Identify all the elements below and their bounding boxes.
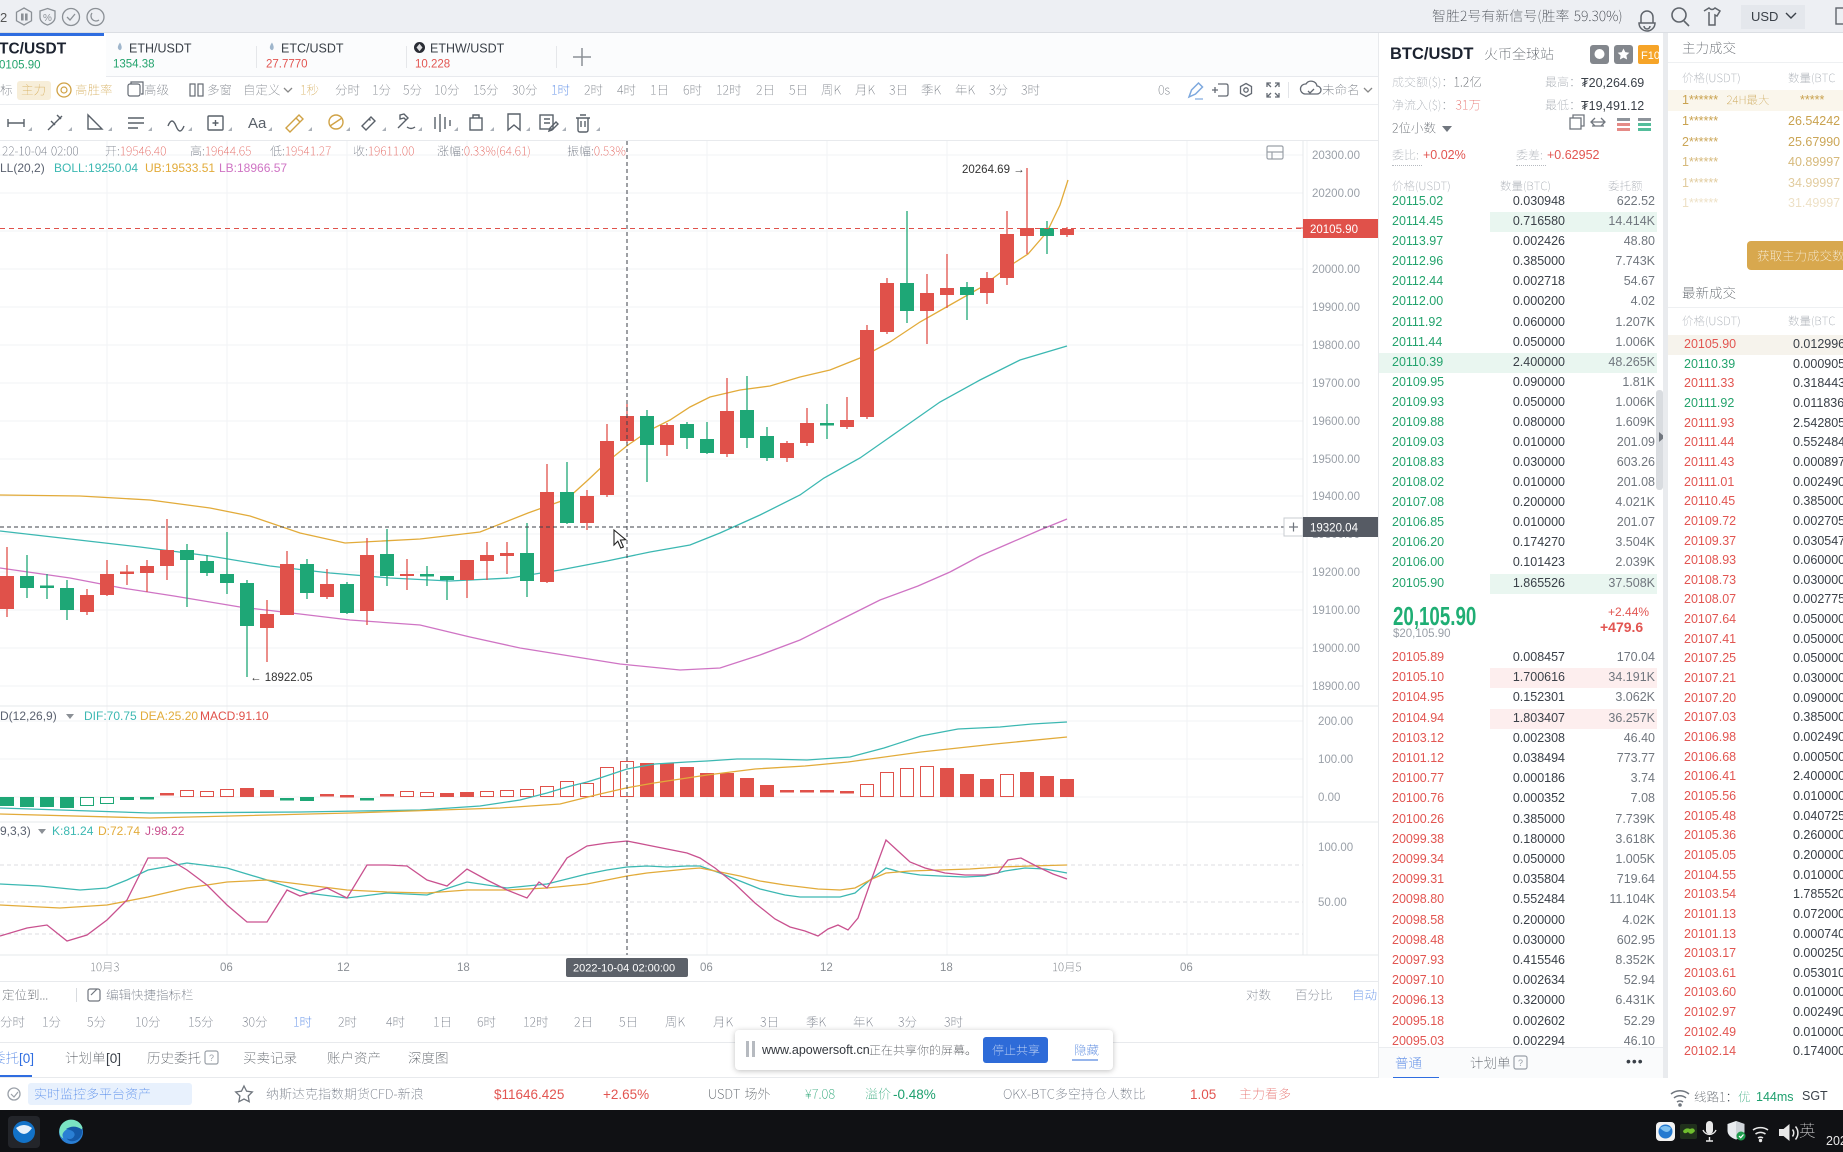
svg-text:2022-10-04 02:00:00: 2022-10-04 02:00:00 xyxy=(573,963,675,975)
svg-text:DEA:25.20: DEA:25.20 xyxy=(140,709,198,723)
svg-text:BOLL:19250.04: BOLL:19250.04 xyxy=(54,161,138,175)
svg-text:19900.00: 19900.00 xyxy=(1312,302,1360,314)
svg-text:18: 18 xyxy=(457,962,470,974)
svg-text:06: 06 xyxy=(220,962,233,974)
svg-text:DIF:70.75: DIF:70.75 xyxy=(84,709,137,723)
svg-text:D(12,26,9): D(12,26,9) xyxy=(0,709,57,723)
svg-text:19100.00: 19100.00 xyxy=(1312,605,1360,617)
svg-text:19500.00: 19500.00 xyxy=(1312,454,1360,466)
svg-text:200.00: 200.00 xyxy=(1318,716,1353,728)
svg-text:19200.00: 19200.00 xyxy=(1312,567,1360,579)
svg-text:06: 06 xyxy=(1180,962,1193,974)
svg-text:D:72.74: D:72.74 xyxy=(98,824,140,838)
svg-text:UB:19533.51: UB:19533.51 xyxy=(145,161,215,175)
svg-text:← 18922.05: ← 18922.05 xyxy=(250,672,313,684)
svg-text:9,3,3): 9,3,3) xyxy=(0,824,31,838)
svg-text:19320.04: 19320.04 xyxy=(1310,523,1359,535)
svg-text:K:81.24: K:81.24 xyxy=(52,824,94,838)
svg-text:19800.00: 19800.00 xyxy=(1312,340,1360,352)
svg-text:20200.00: 20200.00 xyxy=(1312,188,1360,200)
svg-text:12: 12 xyxy=(820,962,833,974)
svg-text:18900.00: 18900.00 xyxy=(1312,681,1360,693)
svg-text:18: 18 xyxy=(940,962,953,974)
svg-text:LB:18966.57: LB:18966.57 xyxy=(219,161,287,175)
svg-text:12: 12 xyxy=(337,962,350,974)
svg-text:LL(20,2): LL(20,2) xyxy=(0,161,45,175)
svg-text:100.00: 100.00 xyxy=(1318,842,1353,854)
svg-text:20000.00: 20000.00 xyxy=(1312,264,1360,276)
svg-text:0.00: 0.00 xyxy=(1318,792,1340,804)
svg-text:19700.00: 19700.00 xyxy=(1312,378,1360,390)
svg-text:06: 06 xyxy=(700,962,713,974)
svg-text:MACD:91.10: MACD:91.10 xyxy=(200,709,269,723)
svg-text:20300.00: 20300.00 xyxy=(1312,150,1360,162)
svg-text:50.00: 50.00 xyxy=(1318,897,1347,909)
svg-text:19400.00: 19400.00 xyxy=(1312,491,1360,503)
svg-text:20105.90: 20105.90 xyxy=(1310,224,1358,236)
svg-text:19600.00: 19600.00 xyxy=(1312,416,1360,428)
svg-text:19000.00: 19000.00 xyxy=(1312,643,1360,655)
svg-text:20264.69 →: 20264.69 → xyxy=(962,164,1025,176)
svg-text:100.00: 100.00 xyxy=(1318,754,1353,766)
svg-text:J:98.22: J:98.22 xyxy=(145,824,185,838)
